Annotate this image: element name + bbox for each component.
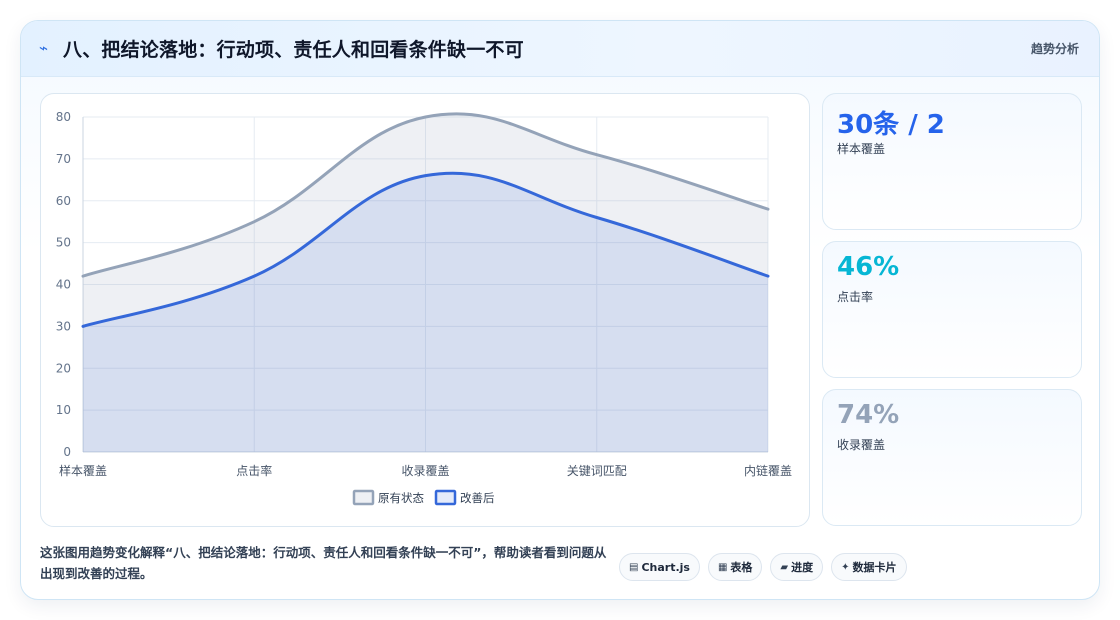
x-tick-label: 内链覆盖	[744, 463, 792, 478]
content-card: ⌁ 八、把结论落地：行动项、责任人和回看条件缺一不可 趋势分析 0 10 20 30 4…	[20, 20, 1100, 600]
y-tick-label: 30	[56, 319, 71, 333]
area-chart: 0 10 20 30 40 50 60 70 80 样本覆盖 点击率 收录覆盖 关键词匹配 内链覆盖原有状…	[56, 110, 792, 506]
y-tick-label: 70	[56, 152, 71, 166]
badge-label: 数据卡片	[852, 561, 897, 574]
stat-value: 30条 / 2	[837, 110, 945, 140]
y-tick-label: 80	[56, 110, 71, 124]
badge-table[interactable]: ▦ 表格	[707, 553, 763, 581]
y-tick-label: 40	[56, 278, 71, 292]
series-area-1	[83, 113, 768, 452]
badge-label: Chart.js	[641, 560, 690, 574]
series-line-2	[81, 171, 770, 328]
y-tick-label: 0	[63, 445, 71, 459]
stat-label: 点击率	[837, 290, 874, 304]
stat-value: 74%	[837, 400, 900, 430]
badge-chartjs[interactable]: ▤ Chart.js	[619, 553, 700, 581]
badge-label: 进度	[791, 561, 814, 574]
legend-swatch-2	[434, 489, 457, 506]
series-line-1	[81, 112, 770, 278]
y-tick-label: 60	[56, 194, 71, 208]
x-tick-label: 关键词匹配	[567, 464, 627, 478]
stat-card-sample-coverage: 30条 / 2 样本覆盖	[822, 93, 1082, 230]
badge-data-card[interactable]: ✦ 数据卡片	[831, 553, 907, 581]
chart-icon: ▤	[629, 561, 639, 573]
lightning-icon: ⌁	[39, 39, 49, 57]
series-area-2	[83, 173, 768, 452]
chart-panel: 0 10 20 30 40 50 60 70 80 样本覆盖 点击率 收录覆盖 关键词匹配 内链覆盖原有状…	[40, 93, 810, 527]
legend-swatch-1	[352, 489, 375, 506]
page-title: 八、把结论落地：行动项、责任人和回看条件缺一不可	[63, 39, 524, 61]
sparkle-icon: ✦	[841, 561, 850, 573]
badge-label: 表格	[730, 561, 753, 574]
legend-label-1: 原有状态	[378, 491, 424, 505]
x-tick-label: 样本覆盖	[59, 463, 107, 478]
chart-type-tag: 趋势分析	[1030, 42, 1079, 56]
stat-value: 46%	[837, 252, 900, 282]
y-tick-label: 10	[56, 403, 71, 417]
progress-icon: ▰	[780, 561, 789, 573]
badge-progress[interactable]: ▰ 进度	[770, 553, 824, 581]
y-tick-label: 20	[56, 361, 71, 375]
stat-label: 样本覆盖	[837, 142, 886, 156]
stat-card-index-coverage: 74% 收录覆盖	[822, 389, 1082, 526]
chart-description: 这张图用趋势变化解释“八、把结论落地：行动项、责任人和回看条件缺一不可”，帮助读…	[40, 545, 607, 581]
feature-badges: ▤ Chart.js ▦ 表格 ▰ 进度 ✦ 数据卡片	[619, 553, 907, 581]
stat-card-ctr: 46% 点击率	[822, 241, 1082, 378]
x-tick-label: 点击率	[236, 463, 272, 478]
y-tick-label: 50	[56, 236, 71, 250]
legend-label-2: 改善后	[460, 491, 495, 505]
x-tick-label: 收录覆盖	[401, 464, 449, 478]
card-header: ⌁ 八、把结论落地：行动项、责任人和回看条件缺一不可 趋势分析	[21, 21, 1099, 77]
table-icon: ▦	[717, 561, 728, 573]
stat-label: 收录覆盖	[837, 438, 886, 452]
